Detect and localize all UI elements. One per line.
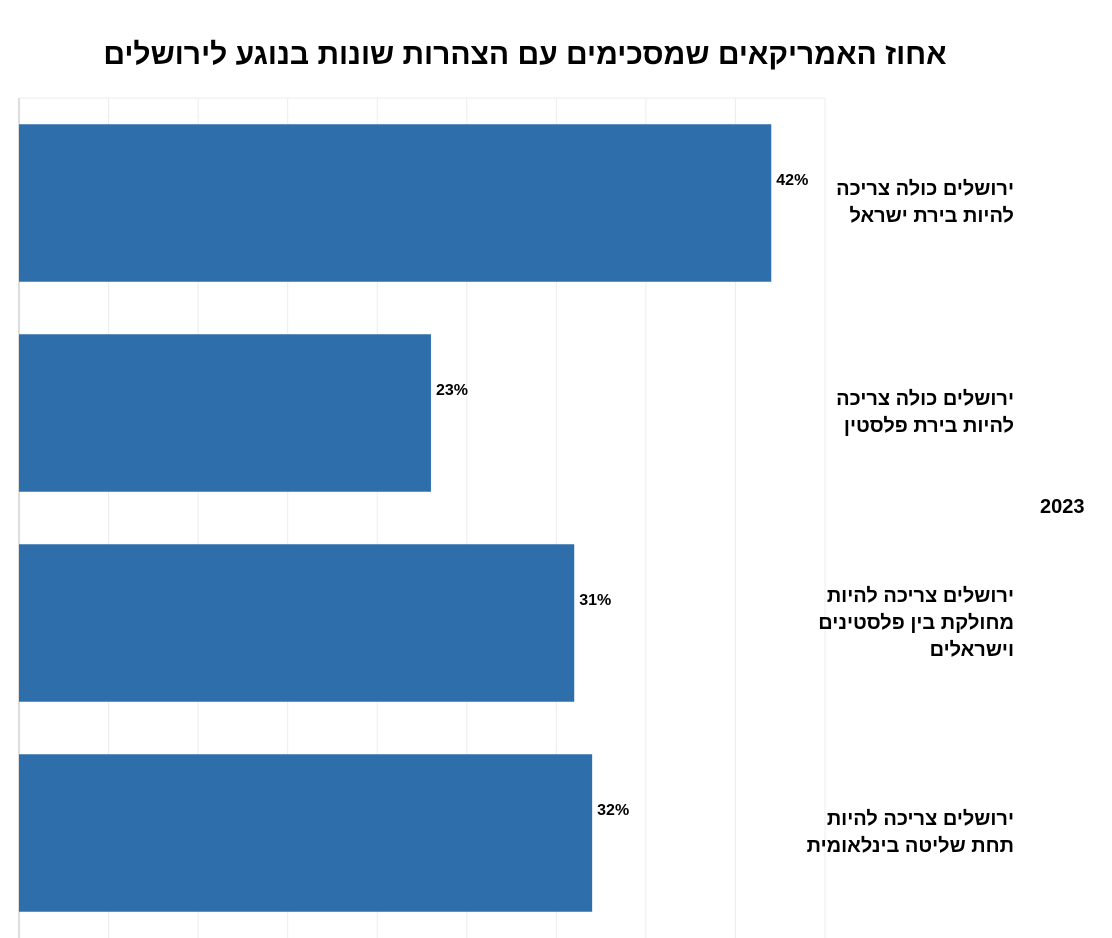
category-label: ירושלים צריכה להיות מחולקת בין פלסטינים … — [818, 584, 1014, 661]
category-label: ירושלים צריכה להיות תחת שליטה בינלאומית — [806, 808, 1014, 857]
bar — [19, 754, 593, 912]
category-label: ירושלים כולה צריכה להיות בירת ישראל — [836, 178, 1014, 227]
category-label: ירושלים כולה צריכה להיות בירת פלסטין — [836, 388, 1014, 437]
group-label: 2023 — [1040, 496, 1085, 518]
value-labels: 42% 23% 31% 32% — [436, 172, 808, 819]
value-label: 32% — [597, 802, 629, 819]
value-label: 23% — [436, 382, 468, 399]
bar — [19, 544, 575, 702]
bar — [19, 124, 772, 282]
bar — [19, 334, 431, 492]
value-label: 42% — [776, 172, 808, 189]
chart-title: אחוז האמריקאים שמסכימים עם הצהרות שונות … — [103, 38, 947, 71]
value-label: 31% — [579, 592, 611, 609]
bars — [19, 124, 772, 912]
